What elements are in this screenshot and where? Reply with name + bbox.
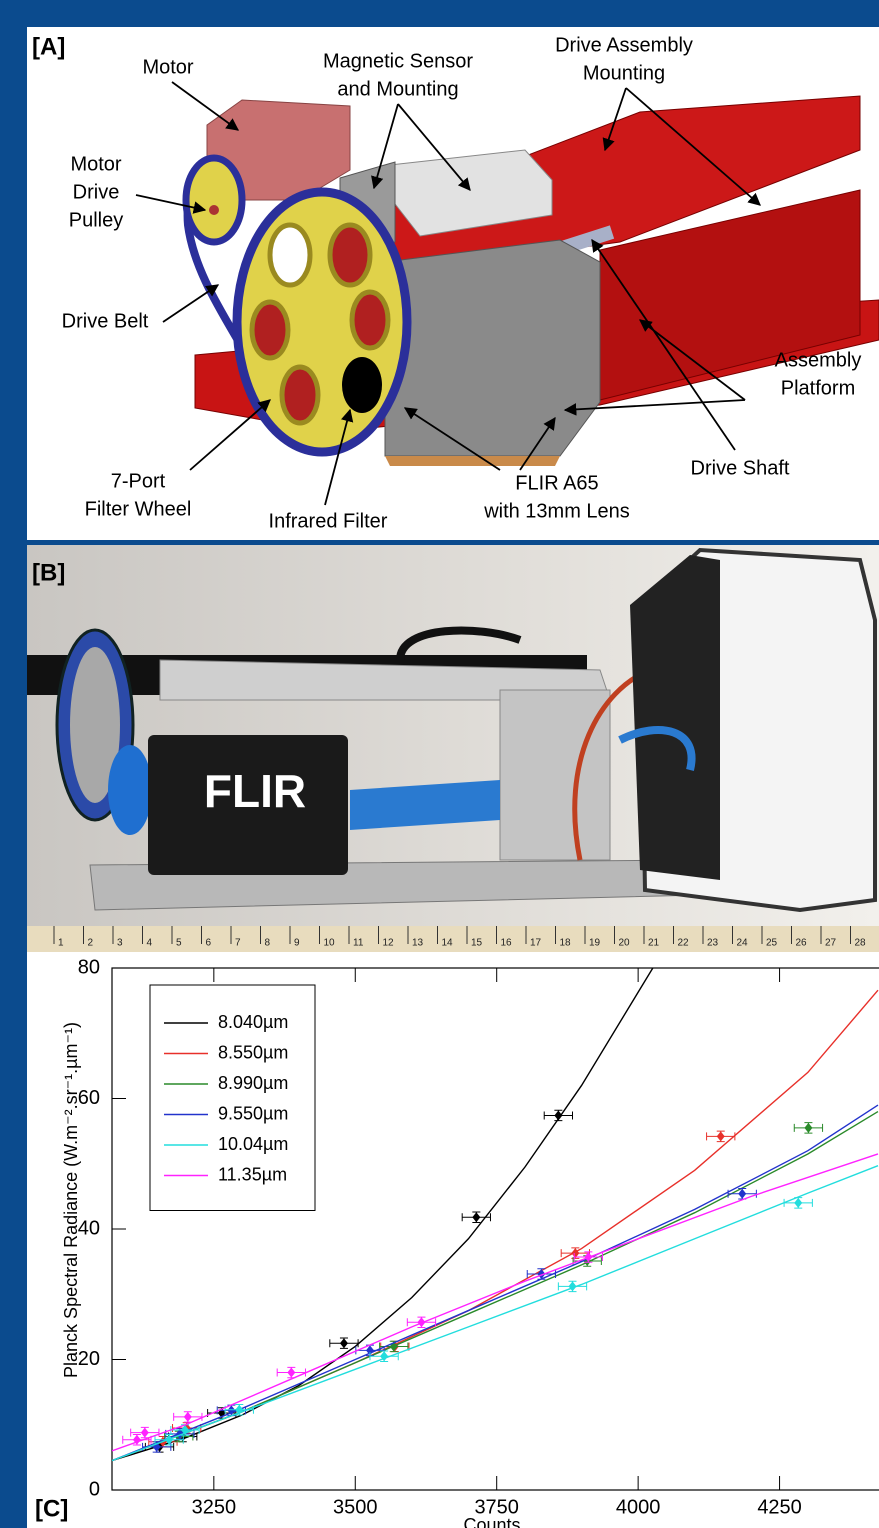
callout-label: Magnetic Sensor xyxy=(323,50,473,72)
ruler-number: 11 xyxy=(353,938,364,949)
x-tick-label: 3250 xyxy=(192,1496,237,1518)
y-axis-label: Planck Spectral Radiance (W.m⁻².sr⁻¹.µm⁻… xyxy=(61,1022,81,1378)
ruler-number: 14 xyxy=(442,938,454,949)
y-tick-label: 80 xyxy=(78,956,100,978)
ruler-number: 22 xyxy=(678,938,690,949)
callout-label: Drive Belt xyxy=(62,310,149,332)
ruler-number: 13 xyxy=(412,938,424,949)
x-axis-label: Counts xyxy=(463,1515,520,1528)
callout-label: 7-Port xyxy=(111,470,166,492)
flir-camera xyxy=(385,240,600,456)
legend-label: 8.550µm xyxy=(218,1042,288,1062)
ruler-number: 7 xyxy=(235,938,241,949)
callout-label: Drive Shaft xyxy=(691,457,790,479)
panel-label: [B] xyxy=(32,559,65,586)
y-tick-label: 40 xyxy=(78,1217,100,1239)
callout-label: and Mounting xyxy=(337,78,458,100)
infrared-filter xyxy=(342,357,382,413)
ruler-number: 21 xyxy=(648,938,660,949)
panel-a: [A] Motor Magnetic Sensor and Mounting Driv… xyxy=(27,27,879,540)
ruler-number: 2 xyxy=(88,938,94,949)
mounting-block xyxy=(500,690,610,860)
filter-port xyxy=(352,292,388,348)
callout-label: Filter Wheel xyxy=(85,498,192,520)
panel-c: 32503500375040004250020406080CountsPlanc… xyxy=(27,952,879,1528)
camera-brand: FLIR xyxy=(204,765,306,817)
ruler-number: 17 xyxy=(530,938,542,949)
ruler-number: 28 xyxy=(855,938,867,949)
y-tick-label: 20 xyxy=(78,1348,100,1370)
callout-label: Pulley xyxy=(69,209,123,231)
legend-label: 9.550µm xyxy=(218,1103,288,1123)
enclosure-opening xyxy=(630,555,720,880)
x-tick-label: 4250 xyxy=(757,1496,802,1518)
ruler xyxy=(27,926,879,952)
ruler-number: 12 xyxy=(383,938,395,949)
ruler-number: 1 xyxy=(58,938,64,949)
ruler-number: 15 xyxy=(471,938,483,949)
figure: [A] Motor Magnetic Sensor and Mounting Driv… xyxy=(0,0,879,1528)
ruler-number: 5 xyxy=(176,938,182,949)
callout-label: Drive xyxy=(73,181,120,203)
callout-label: FLIR A65 xyxy=(515,472,598,494)
ruler-number: 23 xyxy=(707,938,719,949)
y-tick-label: 60 xyxy=(78,1087,100,1109)
ruler-number: 10 xyxy=(324,938,336,949)
legend-label: 10.04µm xyxy=(218,1134,288,1154)
panel-label: [C] xyxy=(35,1495,68,1522)
ruler-number: 19 xyxy=(589,938,601,949)
callout-label: Motor xyxy=(70,153,121,175)
ruler-number: 18 xyxy=(560,938,572,949)
callout-label: Assembly xyxy=(775,349,862,371)
filter-port xyxy=(252,302,288,358)
ruler-number: 26 xyxy=(796,938,808,949)
callout-label: Drive Assembly xyxy=(555,34,693,56)
legend-label: 8.990µm xyxy=(218,1073,288,1093)
legend-label: 8.040µm xyxy=(218,1012,288,1032)
callout-label: Platform xyxy=(781,377,855,399)
callout-label: with 13mm Lens xyxy=(483,500,630,522)
ruler-number: 16 xyxy=(501,938,513,949)
panel-label: [A] xyxy=(32,33,65,60)
pulley-hub xyxy=(209,205,219,215)
callout-label: Infrared Filter xyxy=(269,510,388,532)
ruler-number: 8 xyxy=(265,938,271,949)
ruler-number: 27 xyxy=(825,938,837,949)
legend-label: 11.35µm xyxy=(218,1164,287,1184)
x-tick-label: 3500 xyxy=(333,1496,378,1518)
ruler-number: 20 xyxy=(619,938,631,949)
ruler-number: 25 xyxy=(766,938,778,949)
y-tick-label: 0 xyxy=(89,1478,100,1500)
filter-port xyxy=(282,367,318,423)
filter-port xyxy=(330,225,370,285)
figure-canvas: [A] Motor Magnetic Sensor and Mounting Driv… xyxy=(0,0,879,1528)
ruler-number: 6 xyxy=(206,938,212,949)
ruler-number: 24 xyxy=(737,938,749,949)
motor-pulley xyxy=(186,158,242,242)
camera-base xyxy=(385,456,560,466)
ruler-number: 9 xyxy=(294,938,300,949)
filter-port xyxy=(270,225,310,285)
camera-lens xyxy=(108,745,152,835)
x-tick-label: 4000 xyxy=(616,1496,661,1518)
ruler-number: 3 xyxy=(117,938,123,949)
callout-label: Mounting xyxy=(583,62,665,84)
ruler-number: 4 xyxy=(147,938,153,949)
callout-label: Motor xyxy=(142,56,193,78)
